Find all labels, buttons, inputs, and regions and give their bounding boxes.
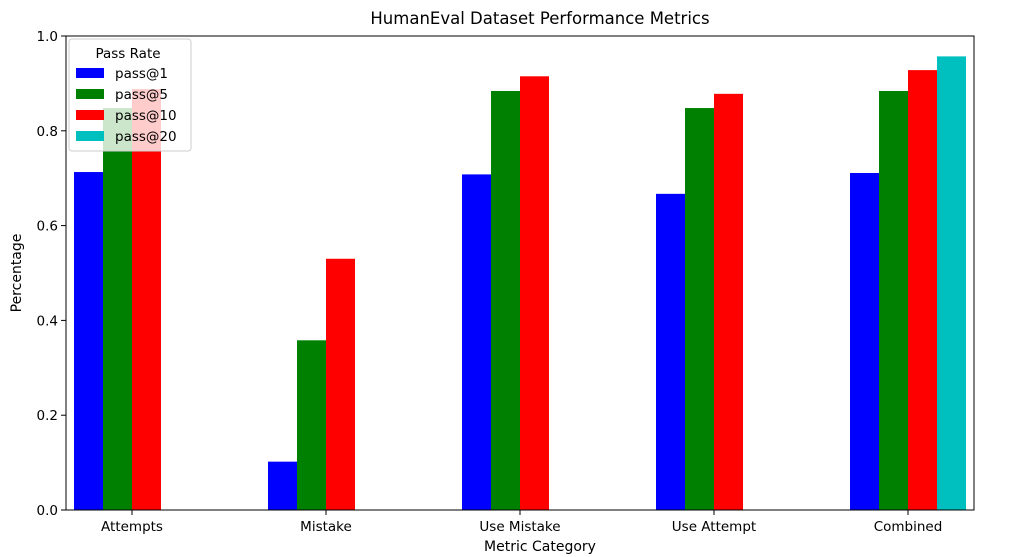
legend-swatch bbox=[76, 110, 104, 120]
bar-pass-at-1-combined bbox=[850, 172, 879, 510]
bar-pass-at-1-mistake bbox=[268, 461, 297, 510]
x-tick-label: Use Attempt bbox=[672, 519, 756, 535]
x-axis: Attempts Mistake Use Mistake Use Attempt Com… bbox=[101, 510, 942, 535]
legend-title: Pass Rate bbox=[95, 46, 160, 62]
bar-pass-at-10-attempts bbox=[132, 89, 161, 510]
chart-title: HumanEval Dataset Performance Metrics bbox=[370, 9, 709, 28]
bar-pass-at-5-mistake bbox=[297, 340, 326, 510]
y-tick-label: 0.0 bbox=[37, 503, 58, 519]
bar-pass-at-10-mistake bbox=[326, 258, 355, 510]
bars-group bbox=[74, 56, 966, 511]
x-tick-label: Attempts bbox=[101, 519, 163, 535]
legend-swatch bbox=[76, 131, 104, 141]
x-axis-label: Metric Category bbox=[484, 539, 596, 555]
bar-pass-at-5-combined bbox=[879, 90, 908, 510]
bar-pass-at-5-use-mistake bbox=[491, 90, 520, 510]
legend-label: pass@20 bbox=[115, 129, 177, 145]
legend-label: pass@10 bbox=[115, 108, 177, 124]
legend-label: pass@1 bbox=[115, 66, 168, 82]
legend-box bbox=[68, 38, 192, 152]
legend-swatch bbox=[76, 68, 104, 78]
x-tick-label: Mistake bbox=[300, 519, 352, 535]
x-tick-label: Combined bbox=[874, 519, 943, 535]
y-axis: 0.0 0.2 0.4 0.6 0.8 1.0 bbox=[37, 29, 66, 519]
y-tick-label: 0.2 bbox=[37, 408, 58, 424]
y-tick-label: 0.8 bbox=[37, 124, 58, 140]
bar-pass-at-10-use-attempt bbox=[714, 93, 743, 510]
bar-pass-at-10-combined bbox=[908, 70, 937, 511]
y-tick-label: 0.4 bbox=[37, 313, 58, 329]
bar-pass-at-5-use-attempt bbox=[685, 108, 714, 510]
legend-label: pass@5 bbox=[115, 87, 168, 103]
x-tick-label: Use Mistake bbox=[479, 519, 560, 535]
bar-pass-at-20-combined bbox=[937, 56, 966, 511]
legend: Pass Rate pass@1 pass@5 pass@10 pass@20 bbox=[68, 38, 192, 152]
bar-pass-at-1-use-attempt bbox=[656, 193, 685, 511]
legend-entries: pass@1 pass@5 pass@10 pass@20 bbox=[76, 66, 177, 145]
legend-swatch bbox=[76, 89, 104, 99]
bar-pass-at-1-use-mistake bbox=[462, 174, 491, 510]
y-tick-label: 1.0 bbox=[37, 29, 58, 45]
bar-pass-at-10-use-mistake bbox=[520, 76, 549, 510]
y-tick-label: 0.6 bbox=[37, 219, 58, 235]
y-axis-label: Percentage bbox=[9, 234, 25, 313]
bar-pass-at-5-attempts bbox=[103, 108, 132, 510]
bar-pass-at-1-attempts bbox=[74, 172, 103, 510]
